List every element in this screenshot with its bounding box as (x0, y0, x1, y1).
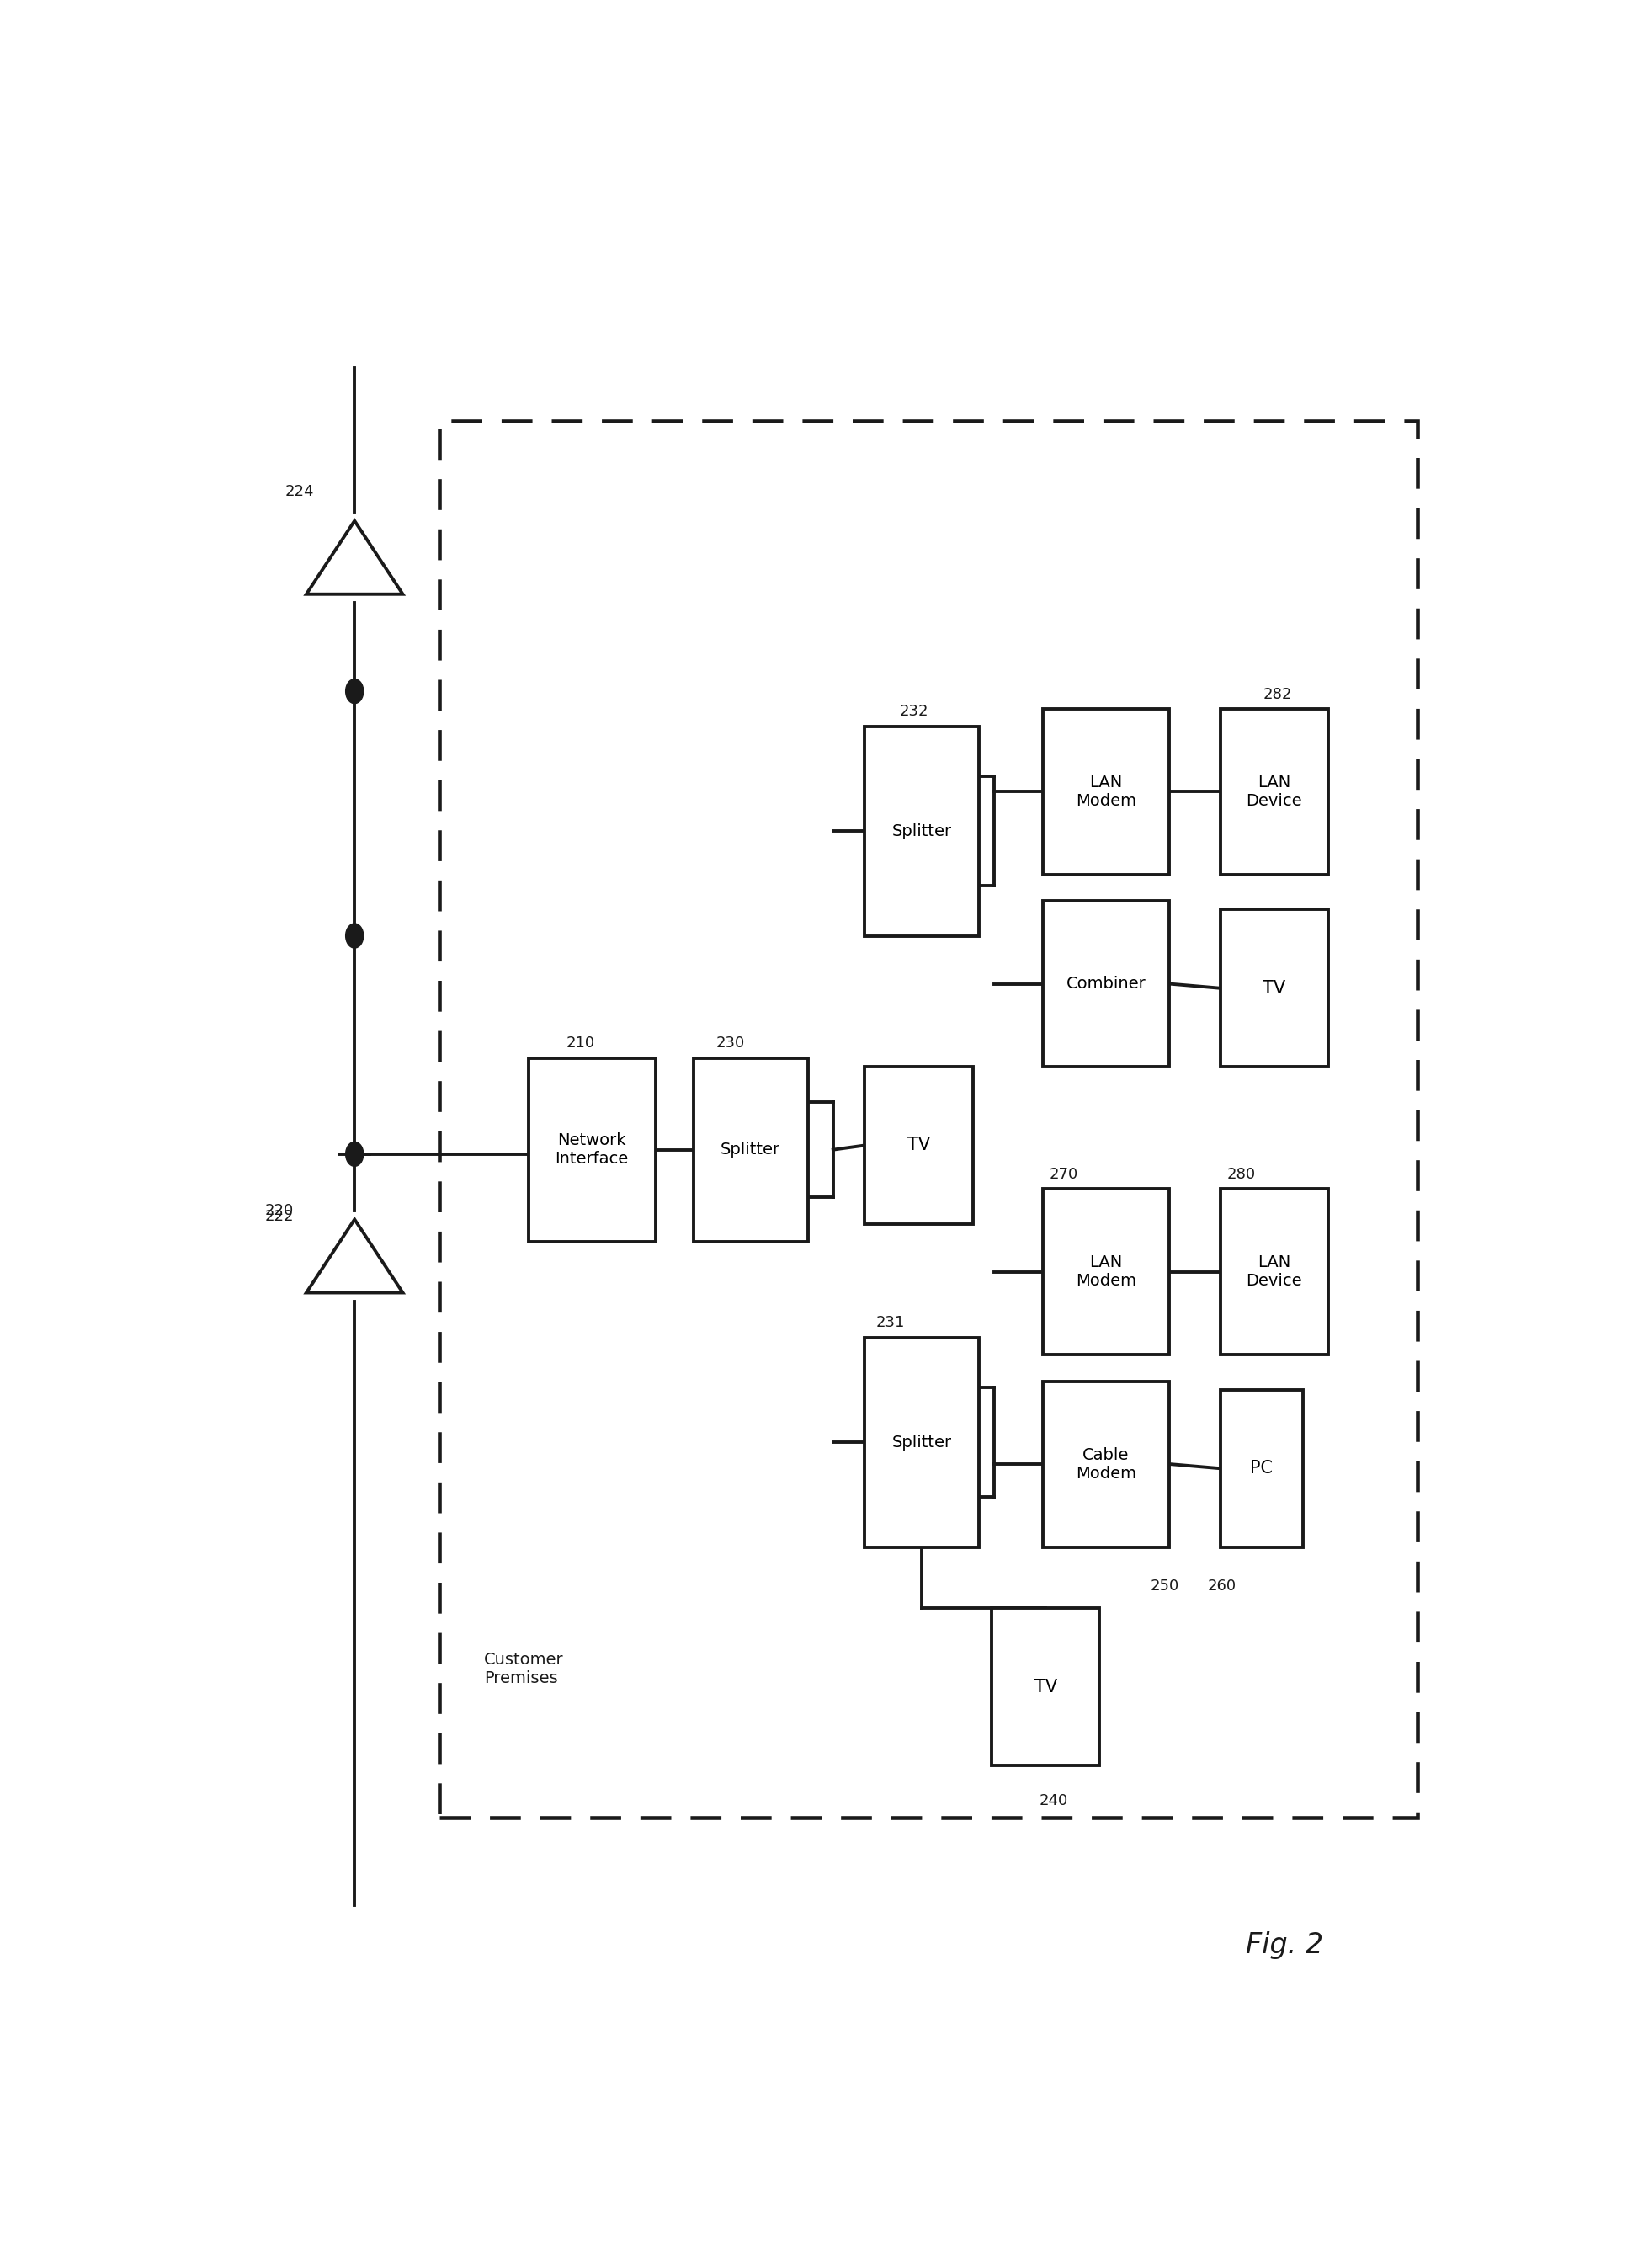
Text: LAN
Modem: LAN Modem (1076, 773, 1137, 810)
FancyBboxPatch shape (991, 1608, 1099, 1765)
Text: Splitter: Splitter (721, 1141, 781, 1157)
FancyBboxPatch shape (529, 1059, 655, 1241)
Text: 232: 232 (899, 703, 929, 719)
Text: LAN
Modem: LAN Modem (1076, 1254, 1137, 1288)
Circle shape (346, 678, 364, 703)
Text: 210: 210 (567, 1036, 595, 1050)
FancyBboxPatch shape (1043, 710, 1170, 875)
Text: Fig. 2: Fig. 2 (1247, 1932, 1324, 1960)
Text: PC: PC (1250, 1461, 1273, 1476)
Text: Cable
Modem: Cable Modem (1076, 1447, 1137, 1481)
Text: Customer
Premises: Customer Premises (485, 1651, 563, 1687)
Text: 260: 260 (1207, 1579, 1237, 1594)
Text: 230: 230 (716, 1036, 745, 1050)
Text: Combiner: Combiner (1066, 975, 1147, 991)
FancyBboxPatch shape (693, 1059, 808, 1241)
Text: 282: 282 (1263, 687, 1292, 701)
FancyBboxPatch shape (1220, 710, 1328, 875)
FancyBboxPatch shape (1043, 900, 1170, 1066)
FancyBboxPatch shape (865, 726, 980, 937)
FancyBboxPatch shape (865, 1338, 980, 1547)
Text: 280: 280 (1227, 1166, 1255, 1182)
Text: Splitter: Splitter (893, 823, 952, 839)
FancyBboxPatch shape (1043, 1381, 1170, 1547)
FancyBboxPatch shape (865, 1066, 973, 1225)
FancyBboxPatch shape (1220, 909, 1328, 1066)
FancyBboxPatch shape (1220, 1390, 1302, 1547)
Text: 222: 222 (264, 1209, 293, 1225)
Text: Network
Interface: Network Interface (555, 1132, 629, 1168)
Text: 231: 231 (876, 1315, 906, 1331)
Text: 220: 220 (264, 1202, 293, 1218)
Text: LAN
Device: LAN Device (1247, 1254, 1302, 1288)
Text: TV: TV (907, 1136, 930, 1154)
FancyBboxPatch shape (1220, 1188, 1328, 1354)
Text: Splitter: Splitter (893, 1433, 952, 1449)
Circle shape (346, 923, 364, 948)
Circle shape (346, 1141, 364, 1166)
FancyBboxPatch shape (1043, 1188, 1170, 1354)
Text: 250: 250 (1150, 1579, 1179, 1594)
Text: 240: 240 (1040, 1794, 1068, 1808)
Text: TV: TV (1034, 1678, 1057, 1694)
Text: 270: 270 (1048, 1166, 1078, 1182)
Text: 224: 224 (285, 483, 314, 499)
Text: LAN
Device: LAN Device (1247, 773, 1302, 810)
Text: TV: TV (1263, 980, 1286, 996)
